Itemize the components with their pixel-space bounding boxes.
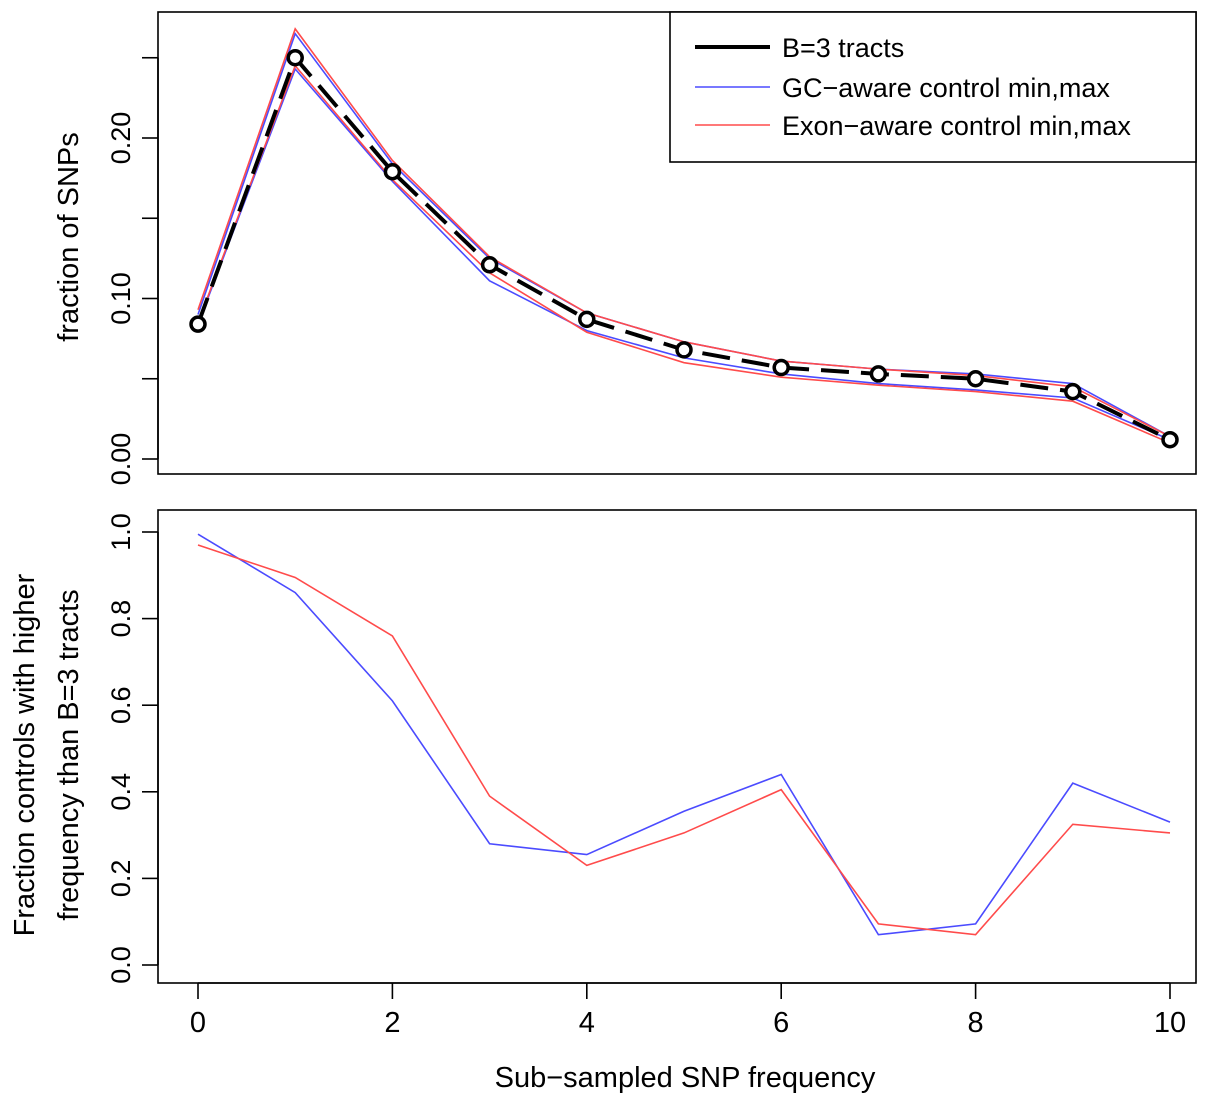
bottom-y-tick-label: 0.0 bbox=[106, 946, 136, 984]
data-point bbox=[772, 358, 790, 377]
bottom-y-tick-label: 0.4 bbox=[106, 773, 136, 811]
top-y-axis-label: fraction of SNPs bbox=[53, 132, 85, 342]
bottom-y-tick-label: 0.6 bbox=[106, 686, 136, 724]
legend-label-exon: Exon−aware control min,max bbox=[782, 111, 1131, 141]
x-tick-label: 4 bbox=[579, 1007, 595, 1039]
x-tick-label: 8 bbox=[968, 1007, 984, 1039]
data-point bbox=[286, 49, 304, 67]
bottom-y-tick-label: 0.2 bbox=[106, 860, 136, 898]
series-line-gc-fraction bbox=[197, 533, 1171, 936]
x-tick-label: 2 bbox=[384, 1007, 400, 1039]
bottom-panel: 0.0 0.2 0.4 0.6 0.8 1.0 0 2 4 6 8 10 Fraction cont… bbox=[9, 509, 1197, 1094]
bottom-y-tick-label: 1.0 bbox=[106, 513, 136, 551]
bottom-y-axis-label-line2: frequency than B=3 tracts bbox=[53, 589, 85, 920]
x-tick-label: 10 bbox=[1154, 1007, 1186, 1039]
bottom-y-axis-label-line1: Fraction controls with higher bbox=[9, 573, 41, 936]
series-line-exon-min bbox=[197, 64, 1171, 444]
data-point bbox=[383, 162, 402, 181]
x-tick-label: 0 bbox=[190, 1007, 206, 1039]
data-point bbox=[578, 310, 596, 329]
data-point bbox=[480, 256, 499, 274]
series-line-exon-fraction bbox=[197, 544, 1171, 936]
data-point bbox=[1064, 382, 1082, 401]
top-y-tick-label: 0.10 bbox=[106, 272, 136, 325]
top-panel: 0.00 0.10 0.20 fraction of SNPs B=3 tracts… bbox=[53, 11, 1197, 486]
bottom-series-group bbox=[197, 533, 1171, 936]
data-point bbox=[189, 315, 207, 333]
top-y-tick-label: 0.20 bbox=[106, 112, 136, 165]
legend: B=3 tracts GC−aware control min,max Exon… bbox=[669, 11, 1197, 163]
top-series-group bbox=[189, 27, 1179, 449]
bottom-y-tick-label: 0.8 bbox=[106, 600, 136, 638]
data-point bbox=[675, 341, 693, 359]
data-point bbox=[966, 370, 985, 388]
data-point bbox=[869, 365, 888, 383]
x-tick-label: 6 bbox=[773, 1007, 789, 1039]
legend-label-b3: B=3 tracts bbox=[782, 33, 904, 63]
top-y-tick-label: 0.00 bbox=[106, 433, 136, 486]
top-y-axis: 0.00 0.10 0.20 bbox=[106, 56, 159, 486]
bottom-plot-frame bbox=[157, 509, 1197, 984]
bottom-y-axis: 0.0 0.2 0.4 0.6 0.8 1.0 bbox=[106, 513, 159, 984]
data-point bbox=[1161, 430, 1179, 449]
x-axis-label: Sub−sampled SNP frequency bbox=[495, 1062, 876, 1094]
legend-label-gc: GC−aware control min,max bbox=[782, 73, 1110, 103]
bottom-x-axis: 0 2 4 6 8 10 bbox=[190, 982, 1186, 1039]
